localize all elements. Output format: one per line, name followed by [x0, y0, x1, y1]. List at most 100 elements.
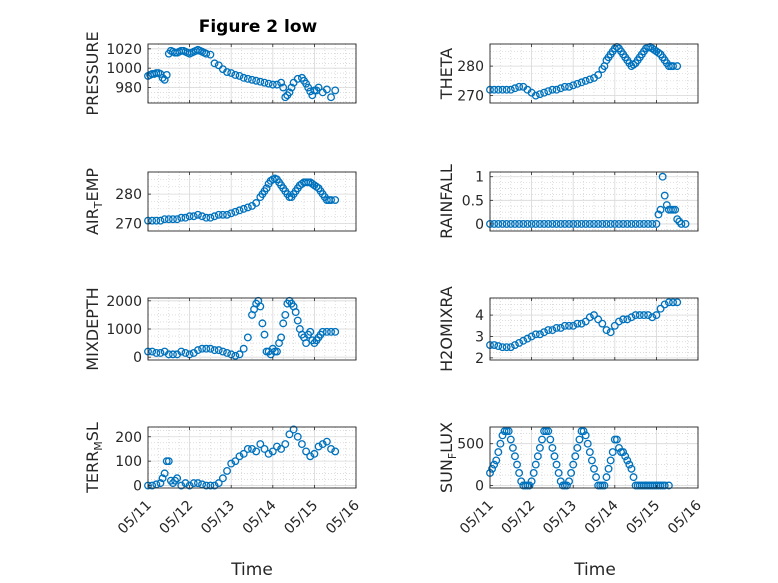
y-tick-label: 1000 [106, 61, 142, 77]
data-point [148, 216, 157, 225]
y-axis-label-theta: THETA [437, 48, 456, 100]
data-point [612, 435, 621, 444]
data-point [243, 203, 252, 212]
data-point [565, 477, 573, 486]
data-point [511, 452, 519, 461]
data-point [490, 341, 499, 349]
data-point [327, 327, 335, 336]
data-point [540, 328, 549, 337]
data-point [327, 93, 335, 102]
data-point [314, 83, 323, 92]
data-point [515, 338, 524, 347]
data-point [218, 347, 227, 356]
data-point [243, 445, 252, 453]
data-point [169, 350, 177, 359]
data-point [535, 219, 544, 228]
data-point [587, 456, 596, 465]
y-tick-label: 3 [475, 329, 484, 345]
data-point [248, 445, 256, 453]
data-point [193, 346, 202, 355]
data-point [214, 479, 223, 488]
data-point [160, 215, 169, 224]
data-point [262, 184, 271, 193]
data-point [540, 219, 549, 228]
y-tick-label: 0 [475, 217, 484, 233]
data-point [577, 219, 586, 228]
data-point [515, 469, 524, 477]
data-point [331, 86, 340, 95]
data-point [498, 219, 507, 228]
data-point [331, 327, 340, 336]
data-point [164, 215, 173, 224]
data-point [198, 212, 207, 221]
data-point [322, 327, 331, 336]
y-tick-label: 280 [457, 59, 484, 75]
data-point [515, 82, 524, 91]
data-point [156, 479, 165, 488]
axes-frame [147, 426, 357, 489]
axes-frame [489, 43, 699, 104]
data-point [615, 317, 623, 326]
y-tick-label: 0.5 [462, 193, 484, 209]
data-point [302, 447, 311, 456]
data-point [281, 93, 290, 102]
y-axis-label-pressure: PRESSURE [83, 31, 102, 115]
data-point [573, 443, 582, 452]
data-point [227, 69, 236, 77]
data-point [531, 219, 540, 228]
data-point [264, 449, 273, 458]
data-point [506, 219, 515, 228]
data-point [648, 219, 657, 228]
y-tick-label: 100 [115, 454, 142, 470]
data-point [289, 78, 298, 87]
data-point [639, 219, 648, 228]
data-point [308, 91, 317, 100]
data-point [608, 448, 617, 457]
data-point [548, 85, 557, 94]
data-point [156, 216, 165, 225]
data-point [631, 219, 640, 228]
data-point [560, 82, 569, 91]
data-point [214, 210, 223, 219]
data-point [158, 474, 167, 483]
data-point [533, 452, 542, 461]
data-point [490, 85, 499, 94]
figure-title: Figure 2 low [199, 17, 318, 37]
data-point [260, 78, 269, 87]
x-tick-label: 05/14 [240, 497, 280, 537]
data-point [660, 481, 669, 490]
data-point [302, 79, 311, 88]
data-point [621, 452, 630, 461]
data-point [569, 81, 578, 90]
data-point [494, 342, 503, 351]
data-point [327, 196, 335, 204]
data-point [223, 210, 231, 219]
data-point [515, 219, 524, 228]
data-point [619, 219, 628, 228]
data-point [181, 479, 190, 488]
data-point [529, 469, 538, 477]
data-point [560, 219, 569, 228]
data-point [544, 427, 553, 436]
data-point [227, 459, 236, 468]
data-point [598, 219, 607, 228]
data-point [664, 298, 673, 307]
data-point [635, 219, 644, 228]
data-point [223, 68, 231, 76]
data-point [513, 460, 521, 469]
data-point [169, 215, 177, 224]
data-point [306, 452, 315, 461]
data-point [556, 323, 565, 332]
data-point [635, 311, 644, 320]
axes-sun_flux: 0 500 05/11 05/12 05/13 05/14 05/15 05/16 SUNFLU… [437, 422, 705, 537]
data-point [538, 435, 546, 444]
axes-h2omixra: 2 3 4 H2OMIXRA [437, 286, 699, 372]
data-point [273, 347, 281, 356]
x-tick-label: 05/11 [115, 498, 155, 538]
data-point [231, 457, 240, 466]
data-point [590, 311, 598, 320]
data-point [581, 317, 590, 326]
y-tick-label: 1000 [106, 322, 142, 338]
data-point [606, 456, 615, 465]
